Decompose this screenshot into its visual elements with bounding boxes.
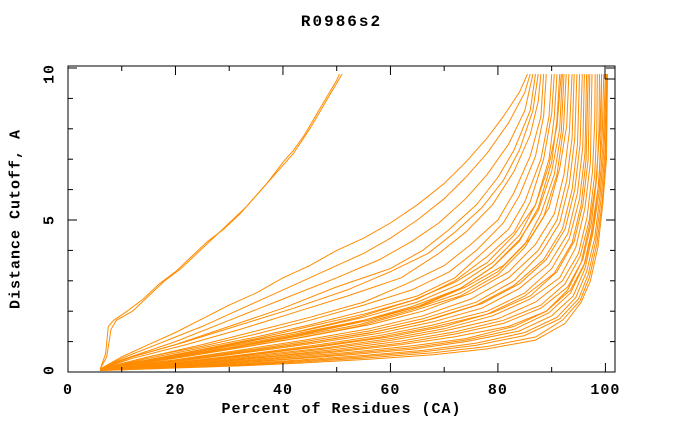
- model-curve: [100, 74, 545, 370]
- model-curve: [100, 74, 570, 370]
- x-tick-label: 80: [487, 382, 508, 399]
- plot-frame: [67, 65, 616, 373]
- model-curve: [99, 73, 531, 370]
- y-tick-label: 10: [41, 63, 59, 85]
- model-curve: [100, 74, 583, 370]
- model-curve: [100, 73, 534, 370]
- model-curve: [100, 74, 542, 370]
- model-curve: [100, 74, 606, 371]
- y-axis-label-text: Distance Cutoff, A: [7, 128, 25, 310]
- chart-title: R0986s2: [300, 13, 383, 31]
- model-curve: [100, 74, 608, 371]
- model-curve: [100, 74, 547, 370]
- x-axis-label: Percent of Residues (CA): [221, 401, 462, 418]
- model-curve: [99, 73, 528, 370]
- y-tick-label: 0: [41, 364, 59, 376]
- model-curve: [100, 74, 593, 371]
- model-curve: [100, 74, 608, 371]
- model-curve: [100, 74, 603, 371]
- x-tick-label: 0: [62, 382, 74, 399]
- model-curve: [100, 74, 607, 371]
- model-curve: [100, 74, 591, 371]
- model-curve: [100, 74, 596, 371]
- model-curve: [100, 74, 561, 370]
- model-curve: [100, 74, 578, 370]
- model-curves: [99, 73, 608, 371]
- model-curve: [100, 74, 598, 371]
- x-tick-label: 20: [165, 382, 186, 399]
- x-tick-label: 40: [272, 382, 293, 399]
- model-curve: [100, 74, 575, 370]
- model-curve: [100, 74, 536, 370]
- model-curve: [100, 74, 553, 370]
- model-curve: [100, 74, 588, 371]
- model-curve: [100, 74, 573, 370]
- model-curve: [99, 73, 343, 370]
- axis-frame: [67, 65, 616, 373]
- x-tick-label: 60: [380, 382, 401, 399]
- model-curve: [100, 74, 558, 370]
- model-curve: [99, 73, 340, 370]
- model-curve: [100, 74, 600, 371]
- model-curve: [100, 74, 608, 371]
- model-curve: [100, 74, 585, 370]
- x-tick-label: 100: [590, 382, 621, 399]
- model-curve: [100, 74, 605, 371]
- model-curve: [100, 74, 562, 370]
- model-curve: [100, 74, 539, 370]
- y-tick-label: 5: [41, 214, 59, 226]
